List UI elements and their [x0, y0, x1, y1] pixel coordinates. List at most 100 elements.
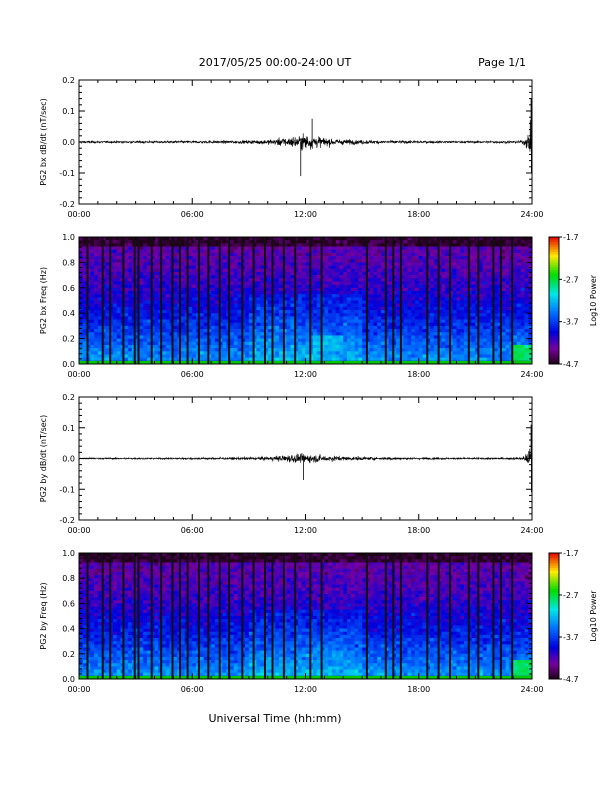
spectrogram-cell [143, 303, 148, 308]
spectrogram-cell [109, 246, 114, 250]
spectrogram-cell [86, 249, 91, 254]
spectrogram-cell [362, 313, 367, 317]
spectrogram-cell [320, 344, 325, 349]
spectrogram-cell [245, 300, 250, 304]
spectrogram-cell [309, 284, 314, 289]
spectrogram-cell [199, 351, 204, 355]
spectrogram-cell [230, 300, 235, 304]
spectrogram-cell [335, 252, 340, 257]
spectrogram-cell [260, 265, 265, 270]
colorbar-segment [549, 275, 559, 279]
spectrogram-cell [324, 284, 329, 289]
spectrogram-cell [411, 281, 416, 285]
spectrogram-cell [237, 262, 242, 266]
spectrogram-cell [297, 310, 303, 314]
spectrogram-cell [94, 335, 99, 339]
spectrogram-cell [347, 300, 352, 304]
spectrogram-cell [471, 259, 476, 263]
spectrogram-cell [286, 268, 291, 273]
spectrogram-cell [237, 297, 242, 301]
spectrogram-cell [241, 341, 246, 346]
spectrogram-cell [211, 271, 216, 276]
spectrogram-cell [143, 243, 148, 247]
spectrogram-cell [116, 252, 121, 257]
spectrogram-cell [479, 294, 484, 298]
spectrogram-cell [407, 278, 412, 282]
spectrogram-cell [362, 300, 367, 304]
spectrogram-cell [335, 278, 340, 282]
spectrogram-cell [180, 252, 186, 257]
spectrogram-cell [79, 268, 84, 273]
spectrogram-cell [241, 268, 246, 273]
spectrogram-cell [513, 338, 518, 343]
spectrogram-cell [218, 284, 223, 289]
spectrogram-cell [445, 351, 450, 355]
spectrogram-cell [188, 316, 193, 320]
spectrogram-cell [309, 306, 314, 311]
spectrogram-cell [90, 294, 95, 298]
spectrogram-cell [192, 275, 197, 279]
spectrogram-cell [467, 278, 472, 282]
spectrogram-cell [331, 278, 336, 282]
spectrogram-cell [207, 290, 212, 295]
spectrogram-cell [324, 294, 329, 298]
spectrogram-cell [365, 284, 370, 289]
spectrogram-cell [407, 357, 412, 362]
spectrogram-cell [154, 265, 159, 270]
spectrogram-cell [403, 332, 408, 336]
spectrogram-cell [222, 268, 227, 273]
spectrogram-cell [79, 325, 84, 330]
spectrogram-cell [392, 259, 397, 263]
spectrogram-cell [79, 322, 84, 327]
spectrogram-cell [260, 344, 265, 349]
spectrogram-cell [316, 341, 321, 346]
spectrogram-cell [97, 310, 102, 314]
spectrogram-cell [199, 348, 204, 352]
spectrogram-cell [294, 259, 299, 263]
spectrogram-cell [263, 256, 269, 260]
spectrogram-cell [358, 316, 363, 320]
spectrogram-cell [320, 252, 325, 257]
spectrogram-cell [192, 344, 197, 349]
spectrogram-cell [347, 329, 352, 333]
spectrogram-cell [343, 275, 348, 279]
spectrogram-cell [418, 284, 423, 289]
spectrogram-cell [218, 265, 223, 270]
spectrogram-cell [173, 278, 178, 282]
spectrogram-cell [373, 354, 378, 358]
spectrogram-cell [411, 271, 416, 276]
spectrogram-cell [460, 256, 465, 260]
spectrogram-cell [305, 284, 310, 289]
spectrogram-cell [471, 240, 476, 244]
spectrogram-cell [513, 268, 518, 273]
spectrogram-cell [437, 325, 442, 330]
spectrogram-cell [309, 256, 314, 260]
spectrogram-cell [328, 287, 333, 292]
spectrogram-cell [350, 319, 355, 324]
spectrogram-cell [520, 306, 525, 311]
spectrogram-cell [350, 325, 355, 330]
spectrogram-cell [230, 306, 235, 311]
spectrogram-cell [165, 265, 170, 270]
spectrogram-cell [267, 335, 272, 339]
spectrogram-cell [128, 265, 133, 270]
spectrogram-cell [426, 237, 431, 241]
colorbar-segment [549, 310, 559, 314]
spectrogram-cell [467, 329, 472, 333]
spectrogram-cell [362, 290, 367, 295]
spectrogram-cell [79, 303, 84, 308]
spectrogram-cell [392, 332, 397, 336]
spectrogram-cell [494, 294, 499, 298]
spectrogram-cell [392, 348, 397, 352]
spectrogram-cell [373, 281, 378, 285]
spectrogram-cell [343, 265, 348, 270]
spectrogram-cell [90, 287, 95, 292]
spectrogram-cell [154, 351, 159, 355]
spectrogram-cell [516, 338, 521, 343]
spectrogram-cell [275, 316, 280, 320]
spectrogram-cell [248, 310, 253, 314]
spectrogram-cell [516, 357, 521, 362]
spectrogram-cell [109, 262, 114, 266]
spectrogram-cell [426, 306, 431, 311]
spectrogram-cell [365, 281, 370, 285]
